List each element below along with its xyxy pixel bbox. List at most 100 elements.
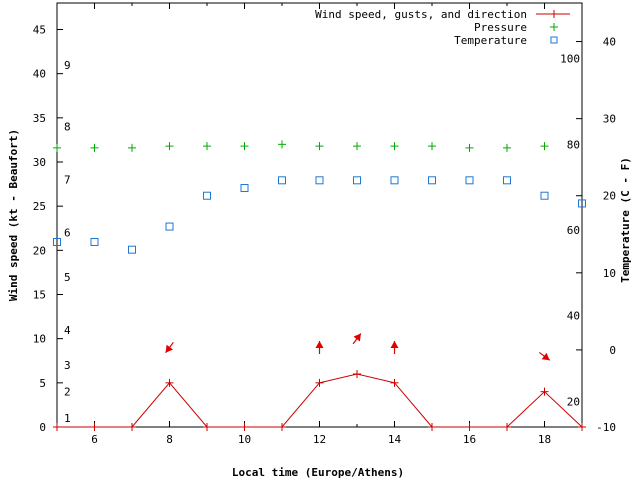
pressure-point — [165, 142, 174, 151]
y2-tick-label: 0 — [609, 344, 616, 357]
y-tick-label: 30 — [33, 156, 46, 169]
beaufort-label: 6 — [64, 227, 71, 240]
y-axis-label: Wind speed (kt - Beaufort) — [7, 129, 20, 301]
y-tick-label: 5 — [39, 377, 46, 390]
y2-tick-label: 10 — [603, 267, 616, 280]
wind-point — [53, 423, 61, 431]
y-tick-label: 15 — [33, 289, 46, 302]
y2-tick-label: -10 — [596, 421, 616, 434]
fahrenheit-labels: 20 40 60 80 100 — [560, 53, 580, 409]
pressure-point — [203, 142, 211, 151]
wind-point — [315, 378, 324, 387]
wind-point — [165, 378, 174, 387]
x-axis-label: Local time (Europe/Athens) — [232, 466, 404, 479]
beaufort-label: 3 — [64, 359, 71, 372]
wind-arrows — [165, 333, 551, 361]
temperature-point — [428, 176, 436, 185]
temperature-point — [353, 176, 361, 185]
y-tick-labels: 0 5 10 15 20 25 30 35 40 45 — [33, 24, 46, 435]
series-2 — [53, 176, 586, 254]
temperature-point — [278, 176, 286, 185]
pressure-point — [278, 140, 286, 149]
temperature-point — [90, 237, 99, 246]
pressure-point — [53, 143, 61, 152]
wind-point — [128, 423, 136, 431]
legend-label: Pressure — [474, 21, 527, 34]
y2-tick-label: 30 — [603, 113, 616, 126]
temperature-point — [503, 176, 511, 185]
pressure-point — [90, 143, 99, 152]
pressure-point — [540, 142, 549, 151]
y2-axis-label: Temperature (C - F) — [619, 157, 632, 283]
pressure-point — [240, 142, 249, 151]
wind-point — [390, 378, 399, 387]
y2-tick-labels: -10 0 10 20 30 40 — [596, 36, 616, 434]
beaufort-label: 4 — [64, 324, 71, 337]
temperature-point — [53, 237, 61, 246]
series-0 — [53, 370, 586, 431]
x-tick-label: 14 — [388, 433, 402, 446]
x-tick-label: 10 — [238, 433, 251, 446]
wind-point — [240, 423, 249, 431]
legend: Wind speed, gusts, and directionPressure… — [315, 8, 570, 47]
pressure-point — [503, 143, 511, 152]
y-tick-label: 10 — [33, 333, 46, 346]
fahrenheit-label: 20 — [567, 395, 580, 408]
wind-point — [503, 423, 511, 431]
beaufort-label: 2 — [64, 386, 71, 399]
fahrenheit-label: 100 — [560, 53, 580, 66]
wind-point — [578, 423, 586, 431]
temperature-point — [165, 222, 174, 231]
series-1 — [53, 140, 549, 152]
wind-point — [203, 423, 211, 431]
wind-arrow-head — [541, 352, 550, 361]
pressure-point — [428, 142, 436, 151]
pressure-point — [465, 143, 474, 152]
beaufort-label: 1 — [64, 412, 71, 425]
pressure-point — [128, 143, 136, 152]
x-tick-label: 12 — [313, 433, 326, 446]
temperature-point — [540, 191, 549, 200]
x-tick-labels: 6 8 10 12 14 16 18 — [91, 433, 551, 446]
wind-point — [428, 423, 436, 431]
pressure-point — [353, 142, 361, 151]
wind-arrow-head — [390, 341, 399, 348]
beaufort-label: 9 — [64, 59, 71, 72]
y2-tick-label: 40 — [603, 36, 616, 49]
temperature-point — [578, 199, 586, 208]
y-tick-label: 25 — [33, 200, 46, 213]
x-tick-label: 6 — [91, 433, 98, 446]
wind-arrow — [165, 341, 174, 354]
fahrenheit-label: 40 — [567, 310, 580, 323]
wind-arrow — [390, 341, 399, 354]
temperature-point — [315, 176, 324, 185]
x-tick-label: 8 — [166, 433, 173, 446]
wind-arrow-head — [315, 341, 324, 348]
y-tick-label: 40 — [33, 68, 46, 81]
fahrenheit-label: 80 — [567, 138, 580, 151]
legend-label: Wind speed, gusts, and direction — [315, 8, 527, 21]
y-tick-label: 20 — [33, 244, 46, 257]
wind-point — [540, 387, 549, 396]
beaufort-labels: 1 2 3 4 5 6 7 8 9 — [64, 59, 71, 425]
temperature-point — [465, 176, 474, 185]
pressure-point — [315, 142, 324, 151]
temperature-point — [240, 184, 249, 193]
plot-area — [56, 2, 583, 428]
beaufort-label: 7 — [64, 174, 71, 187]
temperature-point — [128, 245, 136, 254]
pressure-point — [390, 142, 399, 151]
wind-arrow — [315, 341, 324, 354]
wind-point — [465, 423, 474, 431]
wind-point — [353, 370, 361, 378]
series-layer — [53, 140, 586, 431]
beaufort-label: 5 — [64, 271, 71, 284]
wind-point — [278, 423, 286, 431]
wind-arrow-head — [165, 344, 173, 353]
y2-tick-label: 20 — [603, 190, 616, 203]
wind-arrow — [538, 351, 551, 361]
y-tick-label: 35 — [33, 112, 46, 125]
wind-point — [90, 423, 99, 431]
wind-arrow — [352, 333, 362, 345]
